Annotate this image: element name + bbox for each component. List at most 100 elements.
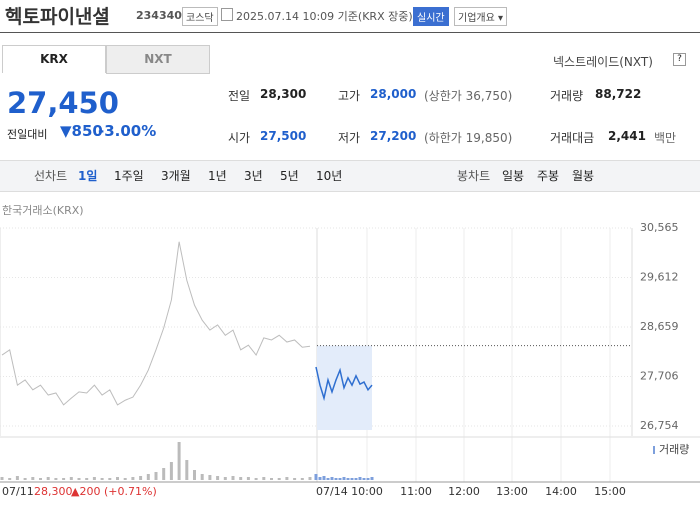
volume-bar — [131, 477, 135, 480]
y-tick-label: 30,565 — [640, 221, 679, 234]
volume-bar — [358, 477, 362, 480]
change: ▼850 — [60, 122, 103, 140]
candle-chart-label: 봉차트 — [457, 169, 491, 183]
candle-button[interactable]: 월봉 — [572, 169, 595, 183]
volume-bar — [322, 476, 326, 480]
volume-bar — [39, 478, 42, 480]
volume-bar — [334, 478, 338, 480]
toolbar — [0, 160, 700, 192]
period-button[interactable]: 10년 — [316, 169, 343, 183]
market-badge: 코스닥 — [182, 7, 218, 26]
tab-nxt[interactable]: NXT — [106, 45, 210, 74]
volume-bar — [270, 478, 273, 480]
period-button[interactable]: 5년 — [280, 169, 299, 183]
volume-legend: 거래량 — [659, 443, 689, 456]
volume-bar — [31, 477, 35, 480]
y-tick-label: 27,706 — [640, 370, 679, 383]
stat-label: 거래량 — [550, 89, 584, 103]
volume-bar — [330, 477, 334, 480]
stat-value: 2,441 — [608, 129, 646, 143]
volume-bar — [193, 470, 196, 480]
price-line — [1, 241, 311, 406]
volume-bar — [362, 478, 366, 480]
prev-change: ▲200 — [71, 485, 100, 498]
x-day-label: 07/11 — [2, 485, 34, 498]
volume-bar — [177, 442, 181, 480]
stat-value: 27,500 — [260, 129, 307, 143]
volume-bar — [254, 478, 258, 480]
volume-bar — [350, 478, 354, 480]
volume-bar — [354, 478, 358, 480]
volume-bar — [300, 478, 304, 480]
overview-label: 기업개요 — [458, 13, 495, 24]
volume-bar — [314, 474, 318, 480]
nxt-link[interactable]: 넥스트레이드(NXT) — [553, 55, 653, 69]
price-line — [315, 366, 373, 402]
overview-button[interactable]: 기업개요 ▾ — [454, 7, 508, 26]
volume-bar — [154, 472, 158, 480]
x-tick-label: 13:00 — [496, 485, 528, 498]
stat-label: 전일 — [228, 89, 251, 103]
stat-value: 28,300 — [260, 87, 307, 101]
volume-bar — [54, 478, 58, 480]
volume-bar — [69, 477, 73, 480]
prev-close: 28,300 — [34, 485, 73, 498]
volume-bar — [62, 478, 66, 480]
stock-code: 234340 — [136, 9, 182, 22]
stat-label: 저가 — [338, 131, 361, 145]
period-button[interactable]: 3개월 — [161, 169, 191, 183]
volume-bar — [285, 477, 289, 480]
volume-bar — [92, 477, 96, 480]
volume-bar — [277, 478, 281, 480]
volume-bar — [15, 476, 19, 480]
x-tick-label: 12:00 — [448, 485, 480, 498]
candle-button[interactable]: 일봉 — [502, 169, 525, 183]
period-button[interactable]: 1년 — [208, 169, 227, 183]
header-rule — [0, 32, 700, 33]
volume-legend-swatch — [653, 446, 655, 454]
stat-label: 시가 — [228, 131, 251, 145]
volume-bar — [169, 462, 173, 480]
realtime-badge: 실시간 — [413, 7, 449, 26]
volume-bar — [162, 468, 166, 480]
volume-bar — [8, 478, 12, 480]
period-button[interactable]: 1일 — [78, 169, 98, 183]
volume-bar — [318, 477, 322, 480]
x-tick-label: 11:00 — [400, 485, 432, 498]
volume-bar — [223, 477, 227, 480]
y-tick-label: 29,612 — [640, 271, 679, 284]
volume-bar — [108, 478, 112, 480]
x-tick-label: 10:00 — [351, 485, 383, 498]
volume-bar — [366, 478, 370, 480]
change-label: 전일대비 — [7, 128, 48, 141]
volume-bar — [308, 477, 312, 480]
stat-sub: (하한가 19,850) — [424, 131, 513, 145]
volume-bar — [208, 475, 212, 480]
volume-bar — [200, 474, 204, 480]
stat-value: 88,722 — [595, 87, 642, 101]
stat-sub: 백만 — [654, 131, 677, 145]
volume-bar — [146, 474, 150, 480]
stat-label: 고가 — [338, 89, 361, 103]
current-price: 27,450 — [7, 86, 119, 120]
help-icon[interactable]: ? — [673, 53, 686, 66]
y-tick-label: 26,754 — [640, 419, 679, 432]
period-button[interactable]: 3년 — [244, 169, 263, 183]
volume-bar — [293, 478, 297, 480]
volume-bar — [342, 477, 346, 480]
period-button[interactable]: 1주일 — [114, 169, 144, 183]
volume-bar — [246, 477, 250, 480]
change-pct: -3.00% — [98, 122, 157, 140]
volume-bar — [139, 476, 143, 480]
volume-bar — [231, 476, 235, 480]
stat-value: 27,200 — [370, 129, 417, 143]
stock-name: 헥토파이낸셜 — [5, 6, 110, 28]
tab-krx[interactable]: KRX — [2, 45, 106, 73]
stat-sub: (상한가 36,750) — [424, 89, 513, 103]
volume-bar — [77, 478, 81, 480]
volume-bar — [239, 477, 243, 480]
volume-bar — [85, 478, 89, 480]
candle-button[interactable]: 주봉 — [537, 169, 560, 183]
volume-bar — [185, 460, 189, 480]
calendar-icon — [221, 8, 233, 21]
